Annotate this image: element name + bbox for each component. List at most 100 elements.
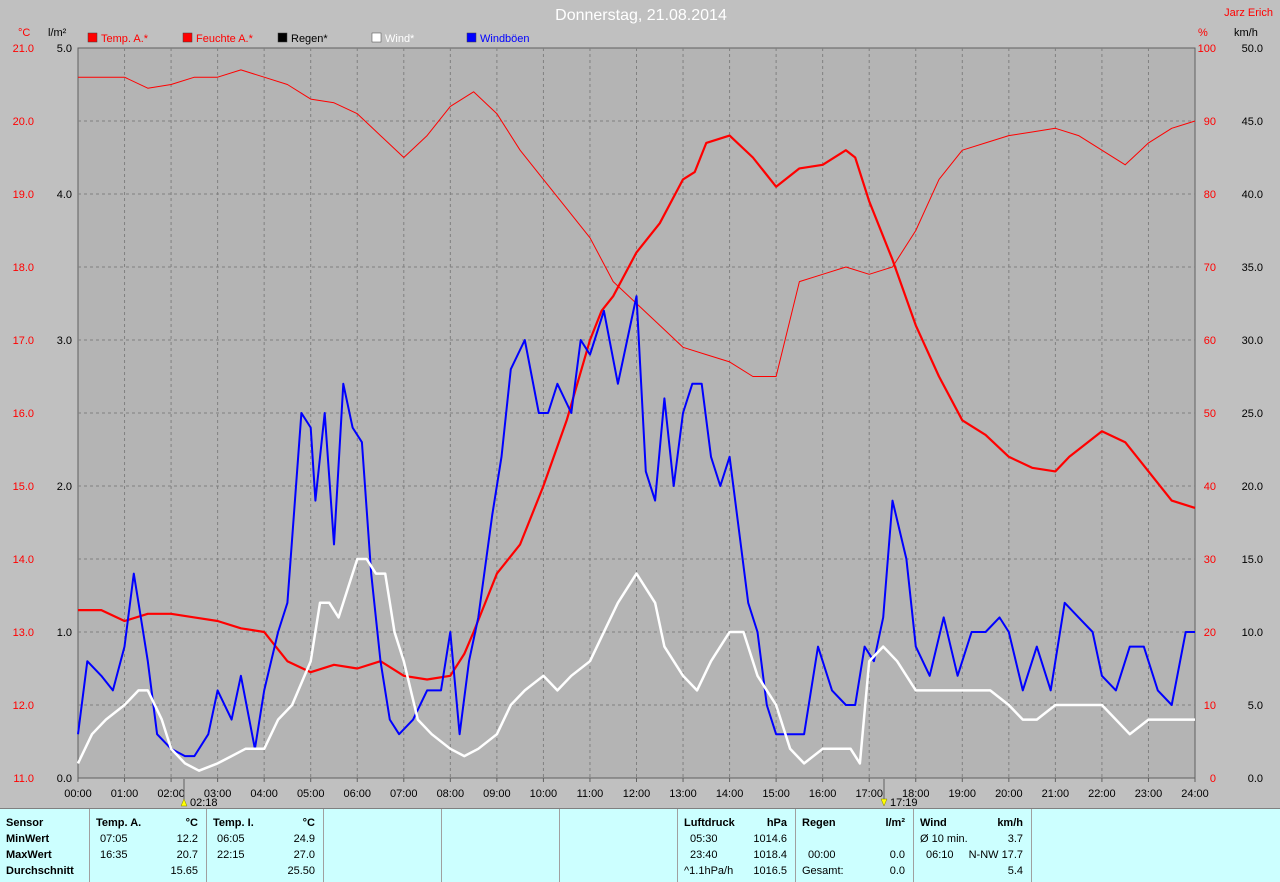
rain-tick-label: 2.0 (57, 481, 72, 493)
x-tick-label: 03:00 (204, 788, 232, 800)
humidity-tick-label: 80 (1204, 189, 1216, 201)
empty-column-1 (324, 809, 442, 882)
x-tick-label: 07:00 (390, 788, 418, 800)
series-layer (76, 69, 1196, 772)
series-line-wind (76, 557, 1195, 772)
author-label: Jarz Erich (1224, 7, 1273, 19)
rain-unit-label: l/m² (885, 817, 905, 829)
temp-i-header: Temp. I. (213, 817, 254, 829)
wind-tick-label: 5.0 (1248, 700, 1263, 712)
rain-tick-label: 1.0 (57, 627, 72, 639)
axis-labels: 11.0 12.0 13.0 14.0 15.0 16.0 17.0 18.0 19.0 20.0… (13, 43, 1263, 800)
legend-label: Regen* (291, 33, 328, 45)
temp-tick-label: 15.0 (13, 481, 34, 493)
temp-tick-label: 14.0 (13, 554, 34, 566)
sun-down-icon (880, 798, 888, 807)
wind-min: 3.7 (1007, 833, 1023, 845)
sensor-column: Sensor MinWert MaxWert Durchschnitt (0, 809, 90, 882)
wind-tick-label: 40.0 (1242, 189, 1263, 201)
wind-tick-label: 30.0 (1242, 335, 1263, 347)
temp-i-unit: °C (302, 817, 315, 829)
x-tick-label: 00:00 (64, 788, 92, 800)
temp-tick-label: 20.0 (13, 116, 34, 128)
chart-title: Donnerstag, 21.08.2014 (555, 7, 727, 24)
temp-tick-label: 11.0 (13, 773, 34, 785)
rain-header: Regen (802, 817, 836, 829)
x-tick-label: 15:00 (762, 788, 790, 800)
x-tick-label: 05:00 (297, 788, 325, 800)
marker-left-time: 02:18 (190, 797, 218, 808)
x-tick-label: 02:00 (157, 788, 185, 800)
wind-column: Wind km/h Ø 10 min. 3.7 06:10 N-NW 17.7 … (914, 809, 1032, 882)
x-tick-label: 22:00 (1088, 788, 1116, 800)
x-tick-label: 14:00 (716, 788, 744, 800)
wind-tick-label: 45.0 (1242, 116, 1263, 128)
legend-swatch (277, 32, 288, 43)
empty-column-2 (442, 809, 560, 882)
legend-swatch (371, 32, 382, 43)
legend-swatch (466, 32, 477, 43)
humidity-tick-label: 30 (1204, 554, 1216, 566)
rain-tick-label: 0.0 (57, 773, 72, 785)
temp-a-max-time: 16:35 (100, 849, 128, 861)
x-tick-label: 06:00 (343, 788, 371, 800)
x-tick-label: 11:00 (577, 788, 604, 800)
humidity-tick-label: 50 (1204, 408, 1216, 420)
marker-right-time: 17:19 (890, 797, 918, 808)
rain-tick-label: 4.0 (57, 189, 72, 201)
temp-i-min: 24.9 (293, 833, 315, 845)
pressure-max: 1018.4 (753, 849, 787, 861)
wind-header: Wind (920, 817, 947, 829)
x-tick-label: 17:00 (855, 788, 883, 800)
wind-tick-label: 15.0 (1242, 554, 1263, 566)
temp-unit: °C (18, 27, 30, 39)
rain-column: Regen l/m² 00:00 0.0 Gesamt: 0.0 (796, 809, 914, 882)
wind-tick-label: 0.0 (1248, 773, 1263, 785)
wind-min-label: Ø 10 min. (920, 833, 968, 845)
sensor-header: Sensor (6, 817, 44, 829)
row-label-max: MaxWert (6, 849, 52, 861)
series-line-windb-en (77, 295, 1195, 758)
x-tick-label: 23:00 (1135, 788, 1163, 800)
rain-total-label: Gesamt: (802, 865, 844, 877)
wind-tick-label: 25.0 (1242, 408, 1263, 420)
temp-tick-label: 12.0 (13, 700, 34, 712)
marker-left: 02:18 (180, 779, 218, 808)
x-tick-label: 01:00 (111, 788, 139, 800)
temp-i-max: 27.0 (293, 849, 315, 861)
humidity-tick-label: 40 (1204, 481, 1216, 493)
temp-a-unit: °C (185, 817, 198, 829)
x-tick-label: 21:00 (1042, 788, 1070, 800)
x-tick-label: 24:00 (1181, 788, 1209, 800)
x-tick-label: 16:00 (809, 788, 837, 800)
rain-max-time: 00:00 (808, 849, 836, 861)
pressure-max-time: 23:40 (690, 849, 718, 861)
rain-max: 0.0 (889, 849, 905, 861)
x-tick-label: 19:00 (949, 788, 977, 800)
wind-tick-label: 10.0 (1242, 627, 1263, 639)
humidity-tick-label: 60 (1204, 335, 1216, 347)
x-tick-label: 04:00 (250, 788, 278, 800)
empty-column-3 (560, 809, 678, 882)
wind-tick-label: 35.0 (1242, 262, 1263, 274)
wind-tick-label: 20.0 (1242, 481, 1263, 493)
series-line-temp-a (78, 134, 1196, 681)
temp-tick-label: 16.0 (13, 408, 34, 420)
pressure-column: Luftdruck hPa 05:30 1014.6 23:40 1018.4 … (678, 809, 796, 882)
rain-total: 0.0 (889, 865, 905, 877)
humidity-tick-label: 90 (1204, 116, 1216, 128)
stats-panel: Sensor MinWert MaxWert Durchschnitt Temp… (0, 808, 1280, 882)
temp-a-min: 12.2 (176, 833, 198, 845)
pressure-header: Luftdruck (684, 817, 735, 829)
x-tick-label: 09:00 (483, 788, 511, 800)
legend-label: Wind* (385, 33, 415, 45)
x-tick-label: 10:00 (530, 788, 558, 800)
pressure-trend: ^1.1hPa/h (684, 865, 734, 877)
legend-label: Windböen (480, 33, 530, 45)
rain-unit: l/m² (48, 27, 67, 39)
pressure-min: 1014.6 (753, 833, 787, 845)
legend-swatch (87, 32, 98, 43)
legend-label: Feuchte A.* (196, 33, 254, 45)
humidity-tick-label: 10 (1204, 700, 1216, 712)
legend-label: Temp. A.* (101, 33, 149, 45)
